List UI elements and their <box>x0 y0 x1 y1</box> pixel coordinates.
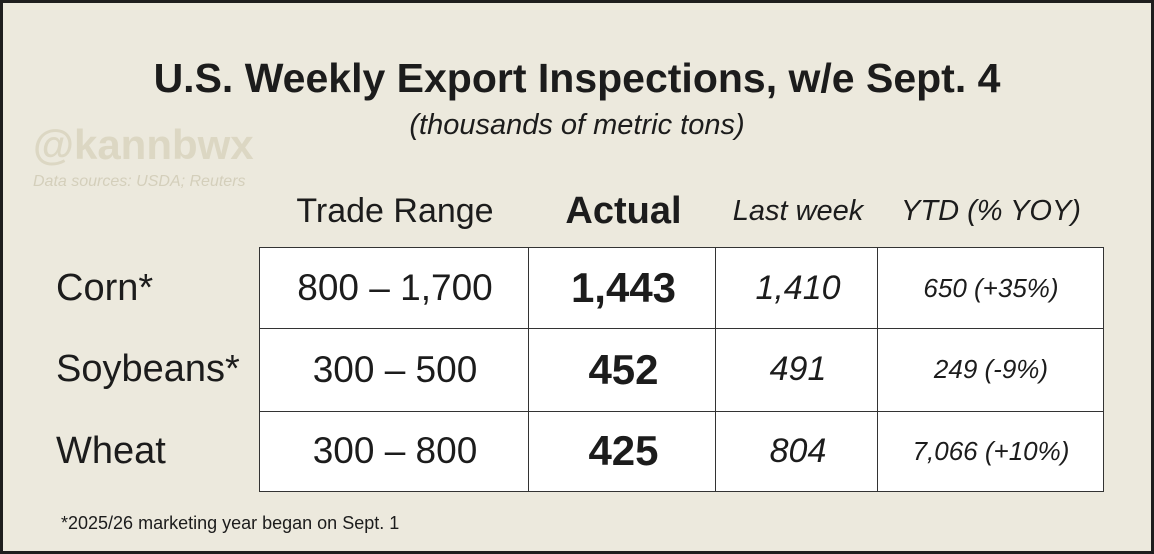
table-cell: 800 – 1,700 <box>297 267 493 308</box>
table-cell: 300 – 500 <box>312 348 478 390</box>
table-cell: 1,443 <box>570 264 677 311</box>
footnote: *2025/26 marketing year began on Sept. 1 <box>61 513 400 533</box>
table-cell: 491 <box>769 350 827 388</box>
divider <box>260 411 1103 412</box>
table-cell: 650 (+35%) <box>923 272 1059 303</box>
row-label: Wheat <box>56 429 166 472</box>
row-label: Soybeans* <box>56 348 240 390</box>
table-cell: 425 <box>588 427 659 474</box>
subtitle: (thousands of metric tons) <box>409 109 745 141</box>
row-label: Corn* <box>56 266 154 309</box>
divider <box>715 248 716 491</box>
table-cell: 1,410 <box>755 268 841 307</box>
table-cell: 804 <box>769 431 827 470</box>
column-header: Trade Range <box>296 191 494 230</box>
watermark: @kannbwx <box>33 121 254 168</box>
title: U.S. Weekly Export Inspections, w/e Sept… <box>153 55 1001 101</box>
table-cell: 7,066 (+10%) <box>912 435 1070 466</box>
sources: Data sources: USDA; Reuters <box>33 173 246 190</box>
column-header: Last week <box>732 194 864 227</box>
divider <box>877 248 878 491</box>
column-header: YTD (% YOY) <box>901 194 1081 227</box>
table-cell: 249 (-9%) <box>933 354 1049 384</box>
table-grid <box>259 247 1104 492</box>
divider <box>260 328 1103 329</box>
column-header: Actual <box>565 189 682 232</box>
table-cell: 300 – 800 <box>312 430 478 471</box>
divider <box>528 248 529 491</box>
table-cell: 452 <box>588 345 659 393</box>
